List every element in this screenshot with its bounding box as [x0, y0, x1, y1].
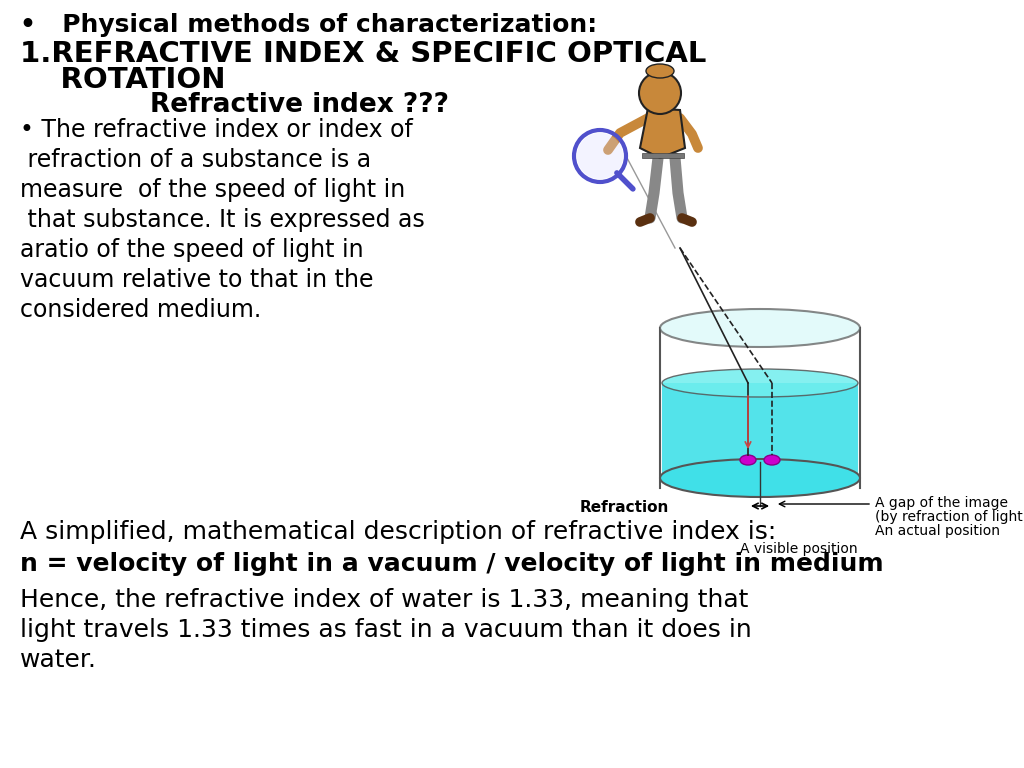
Text: Refractive index ???: Refractive index ???: [150, 92, 449, 118]
Text: n = velocity of light in a vacuum / velocity of light in medium: n = velocity of light in a vacuum / velo…: [20, 552, 884, 576]
Ellipse shape: [577, 133, 623, 179]
Text: vacuum relative to that in the: vacuum relative to that in the: [20, 268, 374, 292]
Text: light travels 1.33 times as fast in a vacuum than it does in: light travels 1.33 times as fast in a va…: [20, 618, 752, 642]
Polygon shape: [640, 108, 685, 158]
Text: A visible position: A visible position: [740, 542, 858, 556]
Ellipse shape: [660, 459, 860, 497]
Text: A gap of the image: A gap of the image: [874, 496, 1008, 510]
Polygon shape: [642, 153, 684, 158]
Text: (by refraction of light): (by refraction of light): [874, 510, 1024, 524]
Ellipse shape: [740, 455, 756, 465]
Ellipse shape: [764, 455, 780, 465]
Text: that substance. It is expressed as: that substance. It is expressed as: [20, 208, 425, 232]
Text: considered medium.: considered medium.: [20, 298, 261, 322]
Text: A simplified, mathematical description of refractive index is:: A simplified, mathematical description o…: [20, 520, 776, 544]
Text: An actual position: An actual position: [874, 524, 1000, 538]
Text: ROTATION: ROTATION: [20, 66, 225, 94]
Polygon shape: [662, 383, 858, 478]
Ellipse shape: [639, 72, 681, 114]
Text: Hence, the refractive index of water is 1.33, meaning that: Hence, the refractive index of water is …: [20, 588, 749, 612]
Ellipse shape: [662, 369, 858, 397]
Text: refraction of a substance is a: refraction of a substance is a: [20, 148, 371, 172]
Text: water.: water.: [20, 648, 97, 672]
Text: •   Physical methods of characterization:: • Physical methods of characterization:: [20, 13, 597, 37]
Ellipse shape: [660, 309, 860, 347]
Text: • The refractive index or index of: • The refractive index or index of: [20, 118, 413, 142]
Ellipse shape: [646, 64, 674, 78]
Text: 1.REFRACTIVE INDEX & SPECIFIC OPTICAL: 1.REFRACTIVE INDEX & SPECIFIC OPTICAL: [20, 40, 707, 68]
Text: measure  of the speed of light in: measure of the speed of light in: [20, 178, 406, 202]
Text: Refraction: Refraction: [580, 500, 670, 515]
Text: aratio of the speed of light in: aratio of the speed of light in: [20, 238, 364, 262]
